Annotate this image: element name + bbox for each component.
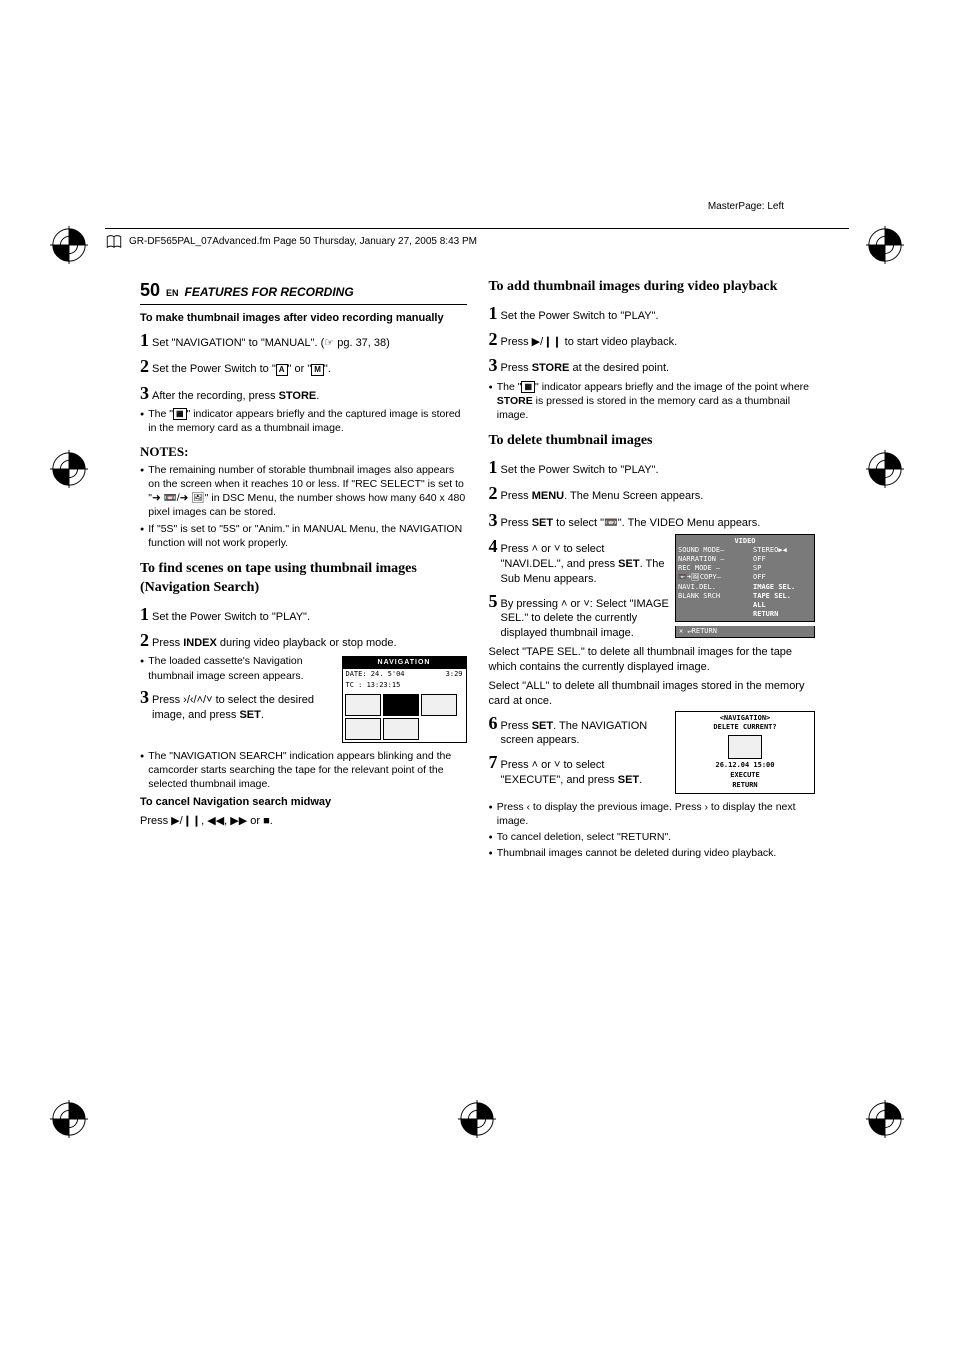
step-text: Set the Power Switch to "A" or "M". <box>152 362 467 377</box>
step-text: Press ›/‹/˄/˅ to select the desired imag… <box>152 693 336 723</box>
page-number: 50 <box>140 278 160 302</box>
mode-m-icon: M <box>311 364 324 376</box>
step-number: 7 <box>489 750 498 774</box>
registration-mark-icon <box>866 226 904 264</box>
section-heading: To add thumbnail images during video pla… <box>489 278 816 297</box>
thumbnail-cell <box>383 718 419 740</box>
bullet-text: The "▦" indicator appears briefly and th… <box>148 407 466 435</box>
subheading: To make thumbnail images after video rec… <box>140 311 467 326</box>
thumbnail-cell <box>345 694 381 716</box>
bullet-text: The "▦" indicator appears briefly and th… <box>497 380 815 423</box>
nav2-title: <NAVIGATION> <box>678 714 812 724</box>
frame-header: GR-DF565PAL_07Advanced.fm Page 50 Thursd… <box>105 228 849 251</box>
step-number: 3 <box>140 685 149 709</box>
registration-mark-icon <box>50 1100 88 1138</box>
step-text: Set "NAVIGATION" to "MANUAL". (☞ pg. 37,… <box>152 336 467 351</box>
step-number: 1 <box>140 328 149 352</box>
step-number: 4 <box>489 534 498 558</box>
step-number: 6 <box>489 711 498 735</box>
subheading: To cancel Navigation search midway <box>140 795 467 810</box>
step-text: Press INDEX during video playback or sto… <box>152 636 467 651</box>
left-column: 50 EN FEATURES FOR RECORDING To make thu… <box>140 278 467 860</box>
body-text: Press ▶/❙❙, ◀◀, ▶▶ or ■. <box>140 814 467 829</box>
body-text: Select "TAPE SEL." to delete all thumbna… <box>489 645 816 675</box>
master-page-label: MasterPage: Left <box>708 200 784 214</box>
step-text: Press ˄ or ˅ to select "EXECUTE", and pr… <box>501 758 670 788</box>
bullet-text: The loaded cassette's Navigation thumbna… <box>148 654 335 682</box>
step-text: Press ▶/❙❙ to start video playback. <box>501 335 816 350</box>
menu-title: VIDEO <box>678 537 812 546</box>
step-number: 2 <box>489 481 498 505</box>
navigation-delete-figure: <NAVIGATION> DELETE CURRENT? 26.12.04 15… <box>675 711 815 794</box>
step-number: 3 <box>489 508 498 532</box>
nav2-return: RETURN <box>678 781 812 791</box>
nav-figure-index: 3:29 <box>446 670 463 679</box>
step-number: 2 <box>140 354 149 378</box>
nav-figure-title: NAVIGATION <box>343 657 466 668</box>
registration-mark-icon <box>866 450 904 488</box>
step-text: Press SET. The NAVIGATION screen appears… <box>501 719 670 749</box>
registration-mark-icon <box>458 1100 496 1138</box>
step-number: 1 <box>140 602 149 626</box>
step-text: Set the Power Switch to "PLAY". <box>501 309 816 324</box>
step-number: 5 <box>489 589 498 613</box>
section-heading: To delete thumbnail images <box>489 432 816 451</box>
bullet-text: Thumbnail images cannot be deleted durin… <box>497 846 815 860</box>
bullet-text: To cancel deletion, select "RETURN". <box>497 830 815 844</box>
bullet-text: The "NAVIGATION SEARCH" indication appea… <box>148 749 466 792</box>
nav2-date: 26.12.04 15:00 <box>678 761 812 771</box>
nav-figure-date: DATE: 24. 5'04 <box>346 670 405 679</box>
thumbnail-cell <box>345 718 381 740</box>
thumbnail-cell <box>728 735 762 759</box>
step-text: Press ˄ or ˅ to select "NAVI.DEL.", and … <box>501 542 670 587</box>
note-text: If "5S" is set to "5S" or "Anim." in MAN… <box>148 522 466 550</box>
registration-mark-icon <box>866 1100 904 1138</box>
step-number: 2 <box>489 327 498 351</box>
navigation-screen-figure: NAVIGATION DATE: 24. 5'04 3:29 TC : 13:23… <box>342 656 467 742</box>
bullet-text: Press ‹ to display the previous image. P… <box>497 800 815 828</box>
frame-header-text: GR-DF565PAL_07Advanced.fm Page 50 Thursd… <box>129 235 477 249</box>
registration-mark-icon <box>50 226 88 264</box>
step-number: 1 <box>489 301 498 325</box>
step-text: Press SET to select "📼". The VIDEO Menu … <box>501 516 816 531</box>
thumbnail-cell <box>421 694 457 716</box>
section-heading: To find scenes on tape using thumbnail i… <box>140 560 467 598</box>
nav2-question: DELETE CURRENT? <box>678 723 812 733</box>
nav2-execute: EXECUTE <box>678 771 812 781</box>
page-lang: EN <box>166 287 179 299</box>
note-text: The remaining number of storable thumbna… <box>148 463 466 520</box>
thumbnail-cell-selected <box>383 694 419 716</box>
step-text: Press STORE at the desired point. <box>501 361 816 376</box>
step-text: By pressing ˄ or ˅: Select "IMAGE SEL." … <box>501 597 670 642</box>
step-number: 3 <box>489 353 498 377</box>
navi-store-icon: ▦ <box>173 408 187 420</box>
mode-a-icon: A <box>276 364 288 376</box>
step-text: After the recording, press STORE. <box>152 389 467 404</box>
navi-store-icon: ▦ <box>521 381 535 393</box>
step-text: Set the Power Switch to "PLAY". <box>152 610 467 625</box>
right-column: To add thumbnail images during video pla… <box>489 278 816 860</box>
step-number: 1 <box>489 455 498 479</box>
book-icon <box>105 233 123 251</box>
body-text: Select "ALL" to delete all thumbnail ima… <box>489 679 816 709</box>
video-menu-figure: VIDEO SOUND MODE–STEREO▶◀ NARRATION –OFF… <box>675 534 815 622</box>
registration-mark-icon <box>50 450 88 488</box>
step-number: 2 <box>140 628 149 652</box>
nav-figure-tc: TC : 13:23:15 <box>346 681 401 690</box>
menu-return-row: ✕ ↵RETURN <box>675 626 815 638</box>
step-number: 3 <box>140 381 149 405</box>
step-text: Set the Power Switch to "PLAY". <box>501 463 816 478</box>
notes-heading: NOTES: <box>140 443 467 461</box>
step-text: Press MENU. The Menu Screen appears. <box>501 489 816 504</box>
page-title: 50 EN FEATURES FOR RECORDING <box>140 278 467 305</box>
page-section: FEATURES FOR RECORDING <box>185 284 354 300</box>
